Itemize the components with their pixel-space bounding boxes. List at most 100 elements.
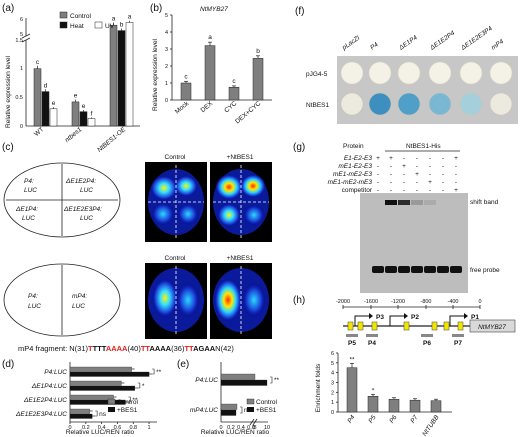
panel-g-sign-3-3: - [416,179,418,186]
panel-g-free-band-0 [372,266,384,273]
quad-bottom-mp4: mP4: [72,293,87,300]
colony-pjg45-3 [428,61,452,85]
panel-a-label: (a) [2,3,14,14]
panel-a-letter-0-1: d [44,82,48,89]
panel-b-letter-3: b [256,48,260,55]
quad-top-de1e2p4-luc: LUC [80,187,93,194]
panel-e-xtick-1: 0.2 [227,425,235,431]
panel-a-letter-1-2: f [91,110,93,117]
panel-h-scale-label-4: -400 [447,299,458,305]
panel-e-bar-1-1 [220,409,237,416]
panel-c-label: (c) [2,142,14,153]
luc-image-control-top [145,162,207,242]
panel-h-label: (h) [293,295,305,306]
panel-h-yticks: 0 1 2 3 4 5 6 [331,351,338,416]
panel-b-ytick-4: 4 [165,30,168,36]
panel-a-letter-1-1: e [82,103,86,110]
panel-d-sig-bracket-0 [152,368,155,375]
panel-a-ytick-0: 0 [20,124,23,130]
panel-g-free-band-2 [398,266,410,273]
panel-g-sign-0-4: - [429,155,431,162]
panel-g-sign-2-2: - [403,171,405,178]
panel-a-bar-2-1 [117,30,126,127]
panel-h-ytick-0: 0 [331,410,334,416]
panel-a-bar-0-0 [33,68,42,127]
panel-g-free-band-4 [424,266,436,273]
panel-h-primer-label-0: P5 [348,340,356,347]
mp4-seg-6: AAAA [149,344,171,353]
panel-h-element-box-4 [431,321,438,331]
panel-g: (g) Protein NtBES1-His E1-E2-E3mE1-E2-E3… [293,142,500,293]
panel-b-bar-1 [204,45,216,101]
panel-g-sign-1-6: - [455,163,457,170]
panel-d-sig-bracket-1 [137,382,141,389]
panel-h-primer-bar-2 [421,334,433,337]
quad-bottom-p4: P4: [28,293,38,300]
panel-d-legend-control: Control [117,399,139,406]
panel-g-sign-3-2: - [403,179,405,186]
panel-h-arrowhead-0 [369,313,373,319]
panel-d-xtick-3: 0.6 [114,425,122,431]
panel-g-sign-0-5: - [442,155,444,162]
panel-h-ytick-6: 6 [331,351,334,357]
panel-b-ytick-5: 5 [165,13,168,19]
colony-pjg45-0 [340,61,364,85]
panel-a-bar-1-0 [71,101,80,127]
panel-g-sign-1-4: - [429,163,431,170]
quad-top-de1p4: ΔE1P4: [15,206,38,213]
panel-c-control-label-top: Control [165,154,187,161]
panel-g-gel [360,193,468,293]
panel-g-sign-2-0: - [377,171,379,178]
panel-a-ytick-5: 5 [20,32,23,38]
panel-h-bar-0 [346,367,358,413]
mp4-seg-1: T [88,344,93,353]
panel-h-primer-label-2: P6 [423,340,431,347]
mp4-fragment-sequence: mP4 fragment: N(31)TTTTAAAA(40)TTAAAA(36… [18,344,234,353]
mp4-seg-5: TT [141,344,151,353]
panel-a-ytick-6: 6 [20,17,23,23]
panel-h-gene-box [469,319,516,333]
panel-g-sign-3-4: + [428,179,432,186]
mp4-seg-10: N(42) [215,344,234,353]
panel-b-letter-1: a [208,34,212,41]
panel-e-xtick-6: 10 [264,425,270,431]
mp4-seg-9: AGAA [193,344,216,353]
panel-h-arrowhead-1 [404,313,408,319]
panel-h-gene-name: NtMYB27 [478,324,506,331]
panel-d-sig-2: ** [132,397,138,404]
panel-e-xticks: 0 0.2 0.4 0.618 10 [219,425,270,431]
panel-g-sign-3-0: - [377,179,379,186]
panel-h-scale-label-2: -1200 [391,299,405,305]
panel-e-xtick-3: 0.6 [247,425,255,431]
panel-d-sig-1: * [142,383,145,390]
panel-e-break-2 [252,418,258,426]
panel-g-sign-1-0: - [377,163,379,170]
panel-a-legend-swatch-control [59,11,68,19]
panel-a-legend-control: Control [70,13,92,20]
panel-e-xtick-0: 0 [219,425,222,431]
panel-h-bar-1 [367,396,379,413]
panel-a-bar-1-1 [79,111,88,127]
panel-g-shift-band-2 [411,200,423,205]
panel-g-free-band-3 [411,266,423,273]
panel-b-xlabel-2: CYC [223,100,238,114]
panel-h-scale-label-0: -2000 [336,299,350,305]
panel-g-shift-band-3 [424,200,436,205]
panel-h-scale-label-3: -800 [420,299,431,305]
panel-d-row-labels: P4:LUC ΔE1P4:LUC ΔE1E2P4:LUC ΔE1E2E3P4:LUC [15,369,67,418]
panel-e-label: (e) [177,359,189,370]
panel-d-row-label-2: ΔE1E2P4:LUC [23,397,67,404]
panel-d-xtick-0: 0 [68,425,71,431]
panel-a-ytick-15: 1.5 [15,38,23,44]
panel-h-promoter-arrows: P3 P2 P1 [354,313,479,326]
panel-d-legend-swatch-control [107,398,116,405]
panel-f-label: (f) [295,6,304,17]
panel-h-arrow-1 [389,315,404,326]
panel-h-element-box-0 [347,321,354,331]
panel-g-sign-0-3: - [416,155,418,162]
panel-h-ytick-2: 2 [331,390,334,396]
panel-a-legend-swatch-heat [59,21,68,29]
colony-ntbes1-5 [489,92,513,116]
panel-d-row-label-3: ΔE1E2E3P4:LUC [15,411,67,418]
panel-g-sign-2-4: - [429,171,431,178]
